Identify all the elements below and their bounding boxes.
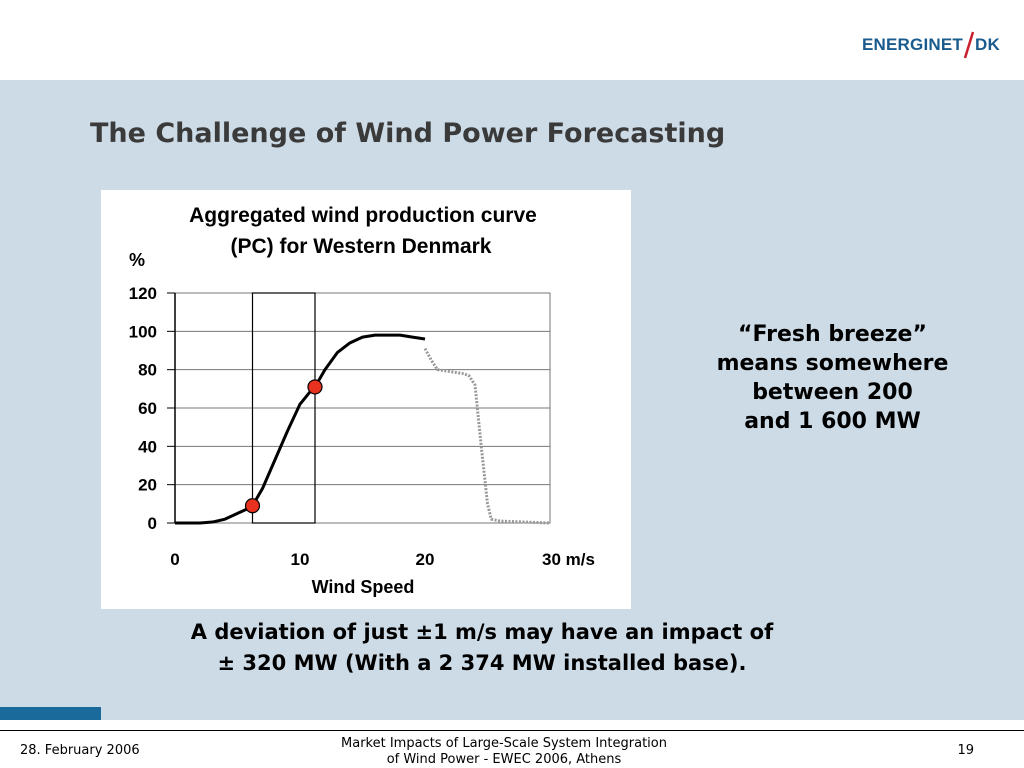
- deviation-note-line: A deviation of just ±1 m/s may have an i…: [190, 620, 774, 644]
- chart-series: [175, 333, 551, 525]
- logo-text-left: ENERGINET: [862, 35, 963, 54]
- side-note-line: and 1 600 MW: [744, 409, 921, 434]
- footer-bar: [0, 720, 1024, 768]
- y-tick-label: 80: [138, 361, 157, 380]
- page-number: 19: [957, 743, 974, 758]
- logo-text-right: DK: [974, 35, 1000, 54]
- x-tick-label: 30 m/s: [542, 550, 595, 569]
- chart-markers: [244, 379, 323, 514]
- chart-title-line-1: Aggregated wind production curve: [189, 204, 537, 227]
- chart-highlight-band: [251, 292, 316, 524]
- chart-grid: [174, 292, 551, 524]
- footer-event-line-2: of Wind Power - EWEC 2006, Athens: [386, 752, 622, 767]
- highlight-band-rect: [251, 292, 316, 524]
- deviation-note-line: ± 320 MW (With a 2 374 MW installed base…: [217, 651, 747, 675]
- footer-event-line-1: Market Impacts of Large-Scale System Int…: [341, 736, 667, 751]
- fresh-breeze-note: “Fresh breeze” means somewhere between 2…: [680, 320, 985, 436]
- series-line-1: [175, 333, 426, 525]
- footer-date: 28. February 2006: [20, 743, 140, 758]
- data-marker-1: [244, 498, 261, 514]
- y-tick-label: 100: [129, 322, 157, 341]
- energinet-logo: ENERGINET DK: [862, 30, 1000, 60]
- data-marker-2: [307, 379, 323, 395]
- deviation-note: A deviation of just ±1 m/s may have an i…: [100, 617, 864, 679]
- logo-slash-icon: [963, 30, 975, 60]
- x-tick-label: 0: [170, 550, 179, 569]
- chart-svg: Aggregated wind production curve (PC) fo…: [129, 204, 595, 597]
- x-tick-label: 10: [291, 550, 310, 569]
- header-bar: ENERGINET DK: [0, 0, 1024, 80]
- footer-divider: [0, 730, 1024, 731]
- y-tick-label: 60: [138, 399, 157, 418]
- x-tick-label: 20: [416, 550, 435, 569]
- accent-bar: [0, 707, 101, 720]
- chart-ticks: 0 20 40 60 80 100 120 0 10 20 30 m/s: [129, 284, 595, 569]
- side-note-line: “Fresh breeze”: [738, 322, 927, 347]
- chart-title-line-2: (PC) for Western Denmark: [230, 235, 491, 258]
- side-note-line: means somewhere: [716, 351, 949, 376]
- y-tick-label: 20: [138, 476, 157, 495]
- footer-event: Market Impacts of Large-Scale System Int…: [300, 736, 708, 768]
- series-line-2: [423, 347, 551, 525]
- side-note-line: between 200: [752, 380, 913, 405]
- wind-production-chart: Aggregated wind production curve (PC) fo…: [101, 190, 631, 609]
- y-tick-label: 40: [138, 437, 157, 456]
- y-tick-label: 120: [129, 284, 157, 303]
- slide-title: The Challenge of Wind Power Forecasting: [90, 118, 726, 149]
- chart-y-axis-label: %: [129, 250, 145, 270]
- y-tick-label: 0: [148, 514, 157, 533]
- chart-x-axis-label: Wind Speed: [312, 577, 415, 597]
